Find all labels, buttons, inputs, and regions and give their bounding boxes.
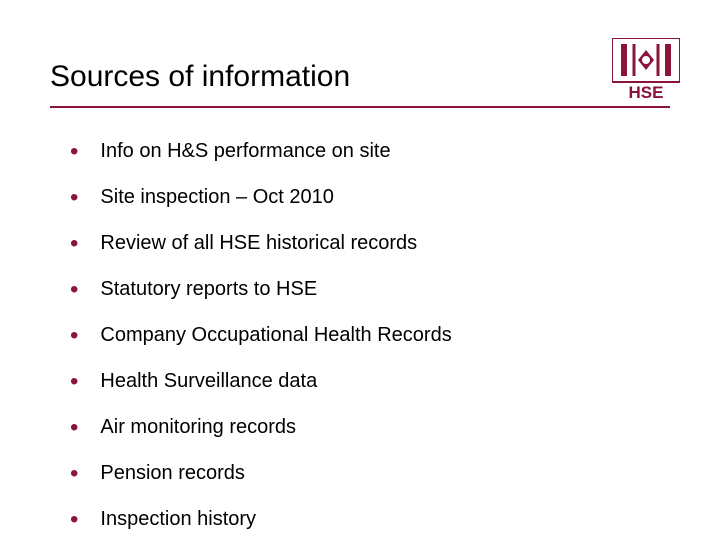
list-item: • Company Occupational Health Records bbox=[70, 322, 670, 348]
list-item: • Info on H&S performance on site bbox=[70, 138, 670, 164]
hse-logo: HSE bbox=[612, 38, 680, 102]
bullet-text: Statutory reports to HSE bbox=[100, 276, 317, 302]
list-item: • Review of all HSE historical records bbox=[70, 230, 670, 256]
list-item: • Air monitoring records bbox=[70, 414, 670, 440]
bullet-text: Air monitoring records bbox=[100, 414, 296, 440]
list-item: • Pension records bbox=[70, 460, 670, 486]
page-title: Sources of information bbox=[50, 60, 670, 94]
list-item: • Inspection history bbox=[70, 506, 670, 532]
bullet-icon: • bbox=[70, 416, 78, 440]
slide-header: Sources of information HSE bbox=[0, 0, 720, 106]
bullet-text: Pension records bbox=[100, 460, 245, 486]
bullet-list: • Info on H&S performance on site • Site… bbox=[70, 138, 670, 532]
bullet-text: Review of all HSE historical records bbox=[100, 230, 417, 256]
list-item: • Health Surveillance data bbox=[70, 368, 670, 394]
list-item: • Statutory reports to HSE bbox=[70, 276, 670, 302]
bullet-icon: • bbox=[70, 324, 78, 348]
bullet-text: Site inspection – Oct 2010 bbox=[100, 184, 333, 210]
bullet-icon: • bbox=[70, 232, 78, 256]
bullet-icon: • bbox=[70, 370, 78, 394]
bullet-icon: • bbox=[70, 508, 78, 532]
bullet-text: Inspection history bbox=[100, 506, 256, 532]
bullet-text: Health Surveillance data bbox=[100, 368, 317, 394]
bullet-icon: • bbox=[70, 140, 78, 164]
bullet-text: Info on H&S performance on site bbox=[100, 138, 390, 164]
bullet-icon: • bbox=[70, 278, 78, 302]
slide-content: • Info on H&S performance on site • Site… bbox=[0, 108, 720, 532]
bullet-icon: • bbox=[70, 462, 78, 486]
list-item: • Site inspection – Oct 2010 bbox=[70, 184, 670, 210]
logo-text: HSE bbox=[629, 83, 664, 102]
bullet-icon: • bbox=[70, 186, 78, 210]
bullet-text: Company Occupational Health Records bbox=[100, 322, 451, 348]
